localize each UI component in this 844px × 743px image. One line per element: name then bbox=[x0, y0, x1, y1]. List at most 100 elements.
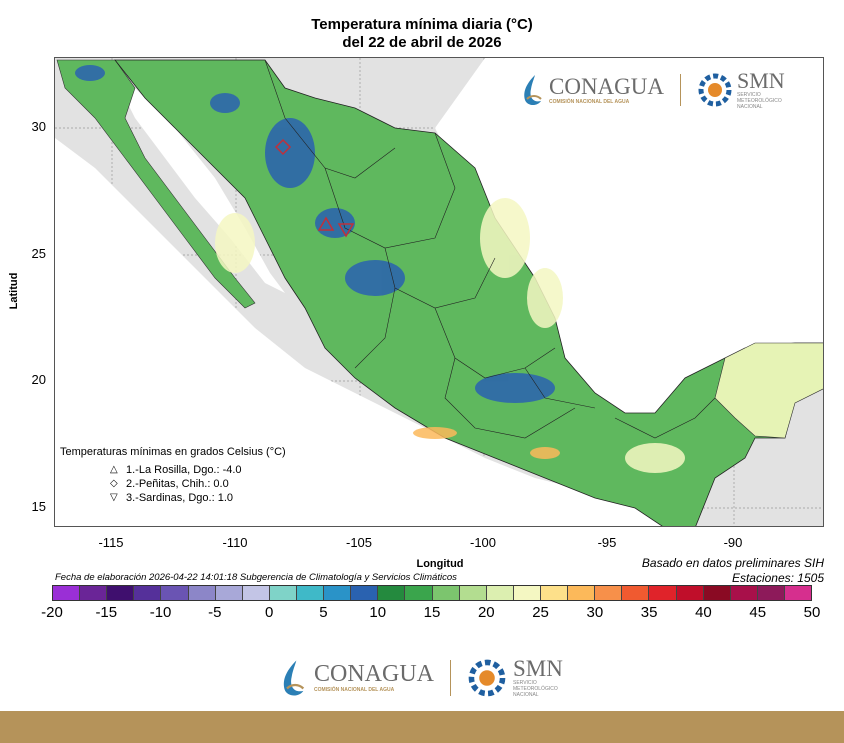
smn-subtitle-2: METEOROLÓGICO bbox=[513, 686, 558, 692]
warm-zones bbox=[215, 198, 685, 473]
lat-tick-label: 30 bbox=[31, 119, 46, 134]
colorbar-tick-label: 50 bbox=[803, 604, 821, 621]
colorbar-segment bbox=[540, 586, 569, 600]
colorbar-tick-label: -5 bbox=[208, 604, 222, 621]
colorbar-segment bbox=[269, 586, 297, 600]
conagua-subtitle: COMISIÓN NACIONAL DEL AGUA bbox=[549, 99, 630, 105]
colorbar-segment bbox=[107, 586, 135, 600]
lat-tick-label: 20 bbox=[31, 372, 46, 387]
pacific-ocean bbox=[55, 138, 694, 526]
station-marker-penitas bbox=[274, 138, 292, 156]
logo-divider bbox=[680, 74, 681, 106]
colorbar-tick-label: 45 bbox=[749, 604, 767, 621]
state-boundaries bbox=[264, 59, 716, 439]
yucatan-peninsula bbox=[714, 342, 823, 439]
smn-subtitle-3: NACIONAL bbox=[513, 692, 539, 698]
data-basis-note: Basado en datos preliminares SIH bbox=[641, 556, 824, 570]
legend-item: ◇ 2.-Peñitas, Chih.: 0.0 bbox=[60, 477, 286, 491]
elaboration-footnote: Fecha de elaboración 2026-04-22 14:01:18… bbox=[55, 572, 457, 583]
hot-zones bbox=[413, 427, 560, 459]
colorbar-tick-label: -10 bbox=[149, 604, 172, 621]
colorbar-tick-label: 30 bbox=[586, 604, 604, 621]
colorbar-segment bbox=[568, 586, 596, 600]
colorbar-tick-label: -20 bbox=[41, 604, 63, 621]
colorbar-segment bbox=[161, 586, 189, 600]
colorbar-segment bbox=[784, 586, 812, 600]
colorbar-segment bbox=[486, 586, 514, 600]
map-frame: CONAGUA COMISIÓN NACIONAL DEL AGUA SMN S… bbox=[54, 57, 824, 527]
smn-sun-icon bbox=[467, 658, 507, 698]
colorbar-segment bbox=[649, 586, 677, 600]
triangle-up-icon: △ bbox=[110, 464, 118, 475]
station-marker-sardinas bbox=[337, 223, 355, 238]
legend-title: Temperaturas mínimas en grados Celsius (… bbox=[60, 446, 286, 458]
lat-tick-label: 15 bbox=[31, 499, 46, 514]
cold-zones bbox=[75, 65, 555, 403]
colorbar-tick-label: 35 bbox=[640, 604, 658, 621]
colorbar-segment bbox=[324, 586, 352, 600]
colorbar-segment bbox=[378, 586, 406, 600]
lon-tick-label: -100 bbox=[469, 535, 497, 550]
lon-tick-label: -110 bbox=[222, 535, 248, 550]
smn-sun-icon bbox=[697, 72, 733, 108]
station-markers bbox=[274, 138, 355, 238]
colorbar-segment bbox=[215, 586, 243, 600]
smn-subtitle-2: METEOROLÓGICO bbox=[737, 98, 782, 104]
colorbar-segment bbox=[757, 586, 785, 600]
smn-name: SMN bbox=[513, 656, 563, 681]
colorbar-tick-label: 40 bbox=[695, 604, 712, 621]
lon-tick-label: -95 bbox=[597, 535, 617, 550]
colorbar-segment bbox=[513, 586, 541, 600]
legend-item-text: 3.-Sardinas, Dgo.: 1.0 bbox=[126, 492, 234, 504]
baja-california bbox=[56, 59, 256, 309]
map-logo: CONAGUA COMISIÓN NACIONAL DEL AGUA SMN S… bbox=[521, 70, 785, 110]
legend-item: ▽ 3.-Sardinas, Dgo.: 1.0 bbox=[60, 491, 286, 505]
colorbar-tick-label: 5 bbox=[319, 604, 328, 621]
gulf-of-mexico bbox=[435, 58, 823, 433]
footer-bar bbox=[0, 711, 844, 743]
colorbar-segment bbox=[242, 586, 270, 600]
legend-item-text: 2.-Peñitas, Chih.: 0.0 bbox=[126, 478, 229, 490]
colorbar-tick-label: 10 bbox=[369, 604, 387, 621]
colorbar-segment bbox=[730, 586, 758, 600]
station-legend: Temperaturas mínimas en grados Celsius (… bbox=[60, 445, 286, 505]
colorbar-segment bbox=[595, 586, 623, 600]
colorbar-tick-label: 0 bbox=[264, 604, 274, 621]
station-marker-la-rosilla bbox=[317, 216, 335, 231]
map-title-line1: Temperatura mínima diaria (°C) bbox=[311, 16, 533, 33]
logo-divider bbox=[450, 659, 451, 696]
conagua-name: CONAGUA bbox=[549, 74, 664, 99]
map-title-line2: del 22 de abril de 2026 bbox=[342, 34, 502, 51]
conagua-drop-icon bbox=[280, 658, 308, 698]
triangle-down-icon: ▽ bbox=[110, 492, 118, 503]
x-axis-title: Longitud bbox=[416, 558, 464, 570]
legend-item-text: 1.-La Rosilla, Dgo.: -4.0 bbox=[126, 464, 242, 476]
smn-subtitle-1: SERVICIO bbox=[737, 92, 761, 98]
temperature-colorbar bbox=[52, 585, 812, 601]
footer-logo: CONAGUA COMISIÓN NACIONAL DEL AGUA SMN S… bbox=[280, 657, 563, 698]
colorbar-segment bbox=[351, 586, 379, 600]
colorbar-segment bbox=[459, 586, 487, 600]
colorbar-segment bbox=[296, 586, 325, 600]
colorbar-tick-label: -15 bbox=[95, 604, 118, 621]
colorbar-tick-label: 15 bbox=[423, 604, 441, 621]
smn-subtitle-1: SERVICIO bbox=[513, 680, 537, 686]
lat-tick-label: 25 bbox=[31, 246, 46, 261]
colorbar-segment bbox=[405, 586, 433, 600]
colorbar-tick-label: 20 bbox=[477, 604, 495, 621]
colorbar-segment bbox=[80, 586, 108, 600]
lon-tick-label: -105 bbox=[345, 535, 373, 550]
conagua-subtitle: COMISIÓN NACIONAL DEL AGUA bbox=[314, 687, 395, 693]
colorbar-segment bbox=[676, 586, 704, 600]
colorbar-segment bbox=[188, 586, 216, 600]
colorbar-segment bbox=[432, 586, 460, 600]
smn-name: SMN bbox=[737, 68, 785, 93]
colorbar-segment bbox=[134, 586, 162, 600]
colorbar-tick-label: 25 bbox=[532, 604, 549, 621]
legend-item: △ 1.-La Rosilla, Dgo.: -4.0 bbox=[60, 463, 286, 477]
stations-count: Estaciones: 1505 bbox=[731, 571, 824, 585]
colorbar-segment bbox=[53, 586, 81, 600]
lon-tick-label: -115 bbox=[98, 535, 124, 550]
diamond-icon: ◇ bbox=[110, 478, 118, 489]
conagua-name: CONAGUA bbox=[314, 661, 434, 687]
